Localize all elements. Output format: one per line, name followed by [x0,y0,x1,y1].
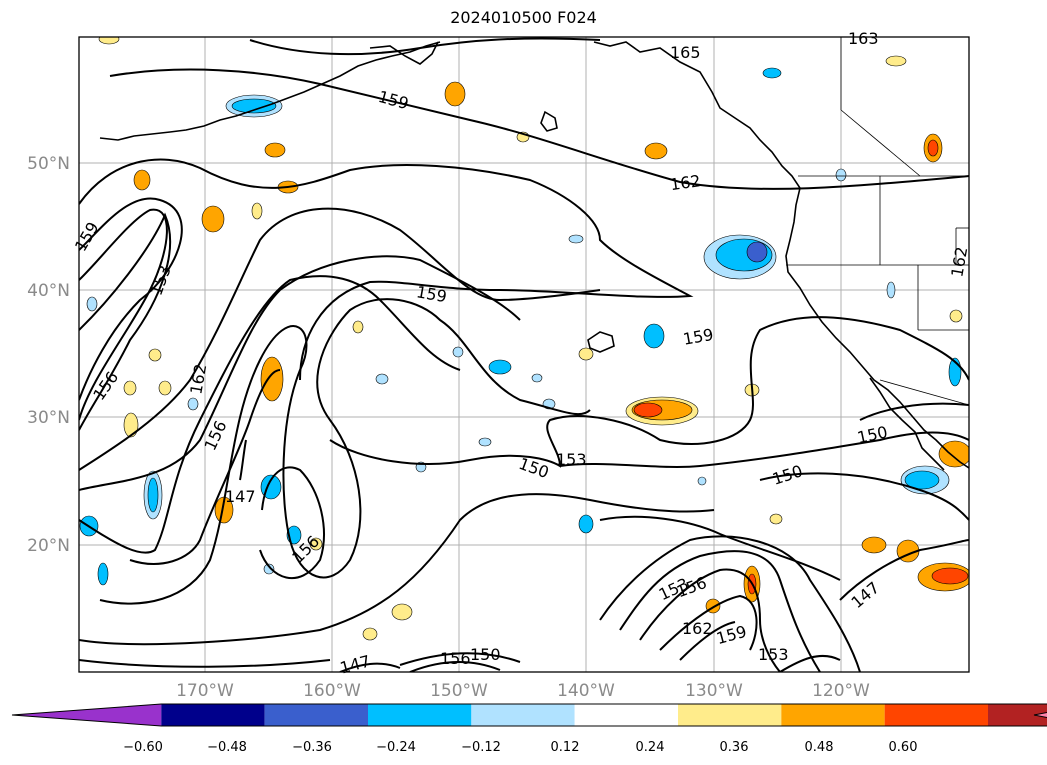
lon-label-160w: 160°W [303,681,361,701]
coastlines [99,41,969,471]
latitude-labels: 50°N 40°N 30°N 20°N [27,154,70,556]
map-frame [78,36,970,673]
colorbar-extend-low [12,704,162,726]
colorbar-tick: 0.12 [551,740,580,755]
lat-label-40n: 40°N [27,281,70,301]
contour-label: 150 [470,645,501,664]
longitude-labels: 170°W 160°W 150°W 140°W 130°W 120°W [176,681,870,701]
colorbar-tick: 0.60 [889,740,918,755]
contour-label: 159 [376,87,410,113]
contour-label: 147 [225,487,256,506]
contour-label: 163 [848,29,879,48]
colorbar-segment [264,704,368,726]
lon-label-140w: 140°W [557,681,615,701]
colorbar-tick: 0.48 [805,740,834,755]
contour-label: 147 [338,651,372,677]
colorbar-segment [988,704,1047,726]
map-title: 2024010500 F024 [450,8,597,27]
contour-label: 162 [682,619,713,638]
colorbar-segment [368,704,472,726]
colorbar-ticks: −0.60 −0.48 −0.36 −0.24 −0.12 0.12 0.24 … [123,740,917,755]
colorbar-segment [574,704,678,726]
colorbar-tick: −0.48 [207,740,247,755]
contour-label: 153 [556,450,587,469]
contour-label: 159 [71,219,103,255]
contour-label: 159 [714,622,748,648]
state-borders [786,37,969,406]
height-contours [79,37,969,672]
lat-label-20n: 20°N [27,536,70,556]
colorbar-tick: −0.24 [376,740,416,755]
colorbar-tick: −0.36 [292,740,332,755]
contour-label: 162 [669,171,702,194]
contour-label: 156 [89,368,122,404]
contour-label: 162 [186,362,210,395]
colorbar-segment [161,704,265,726]
colorbar-segment [884,704,988,726]
lon-label-150w: 150°W [430,681,488,701]
lon-label-120w: 120°W [812,681,870,701]
contour-label: 147 [847,578,883,612]
contour-label: 159 [415,282,448,306]
contour-label: 165 [670,43,701,62]
colorbar-tick: 0.36 [720,740,749,755]
colorbar-segment [678,704,782,726]
lon-label-170w: 170°W [176,681,234,701]
colorbar [11,703,1047,727]
colorbar-extend-high [1034,712,1047,718]
contour-label: 150 [770,461,805,489]
contour-label: 153 [147,263,175,298]
colorbar-segment [781,704,885,726]
colorbar-tick: 0.24 [636,740,665,755]
lon-label-130w: 130°W [685,681,743,701]
contour-label: 156 [440,649,471,668]
lat-label-50n: 50°N [27,154,70,174]
colorbar-outline [11,703,1047,727]
colorbar-segment [471,704,575,726]
contour-label: 162 [947,245,971,278]
contour-label: 150 [856,422,890,447]
colorbar-tick: −0.12 [461,740,501,755]
contour-label: 150 [516,454,551,482]
contour-label: 159 [682,325,715,349]
lat-label-30n: 30°N [27,408,70,428]
contour-label: 153 [758,645,789,664]
colorbar-tick: −0.60 [123,740,163,755]
